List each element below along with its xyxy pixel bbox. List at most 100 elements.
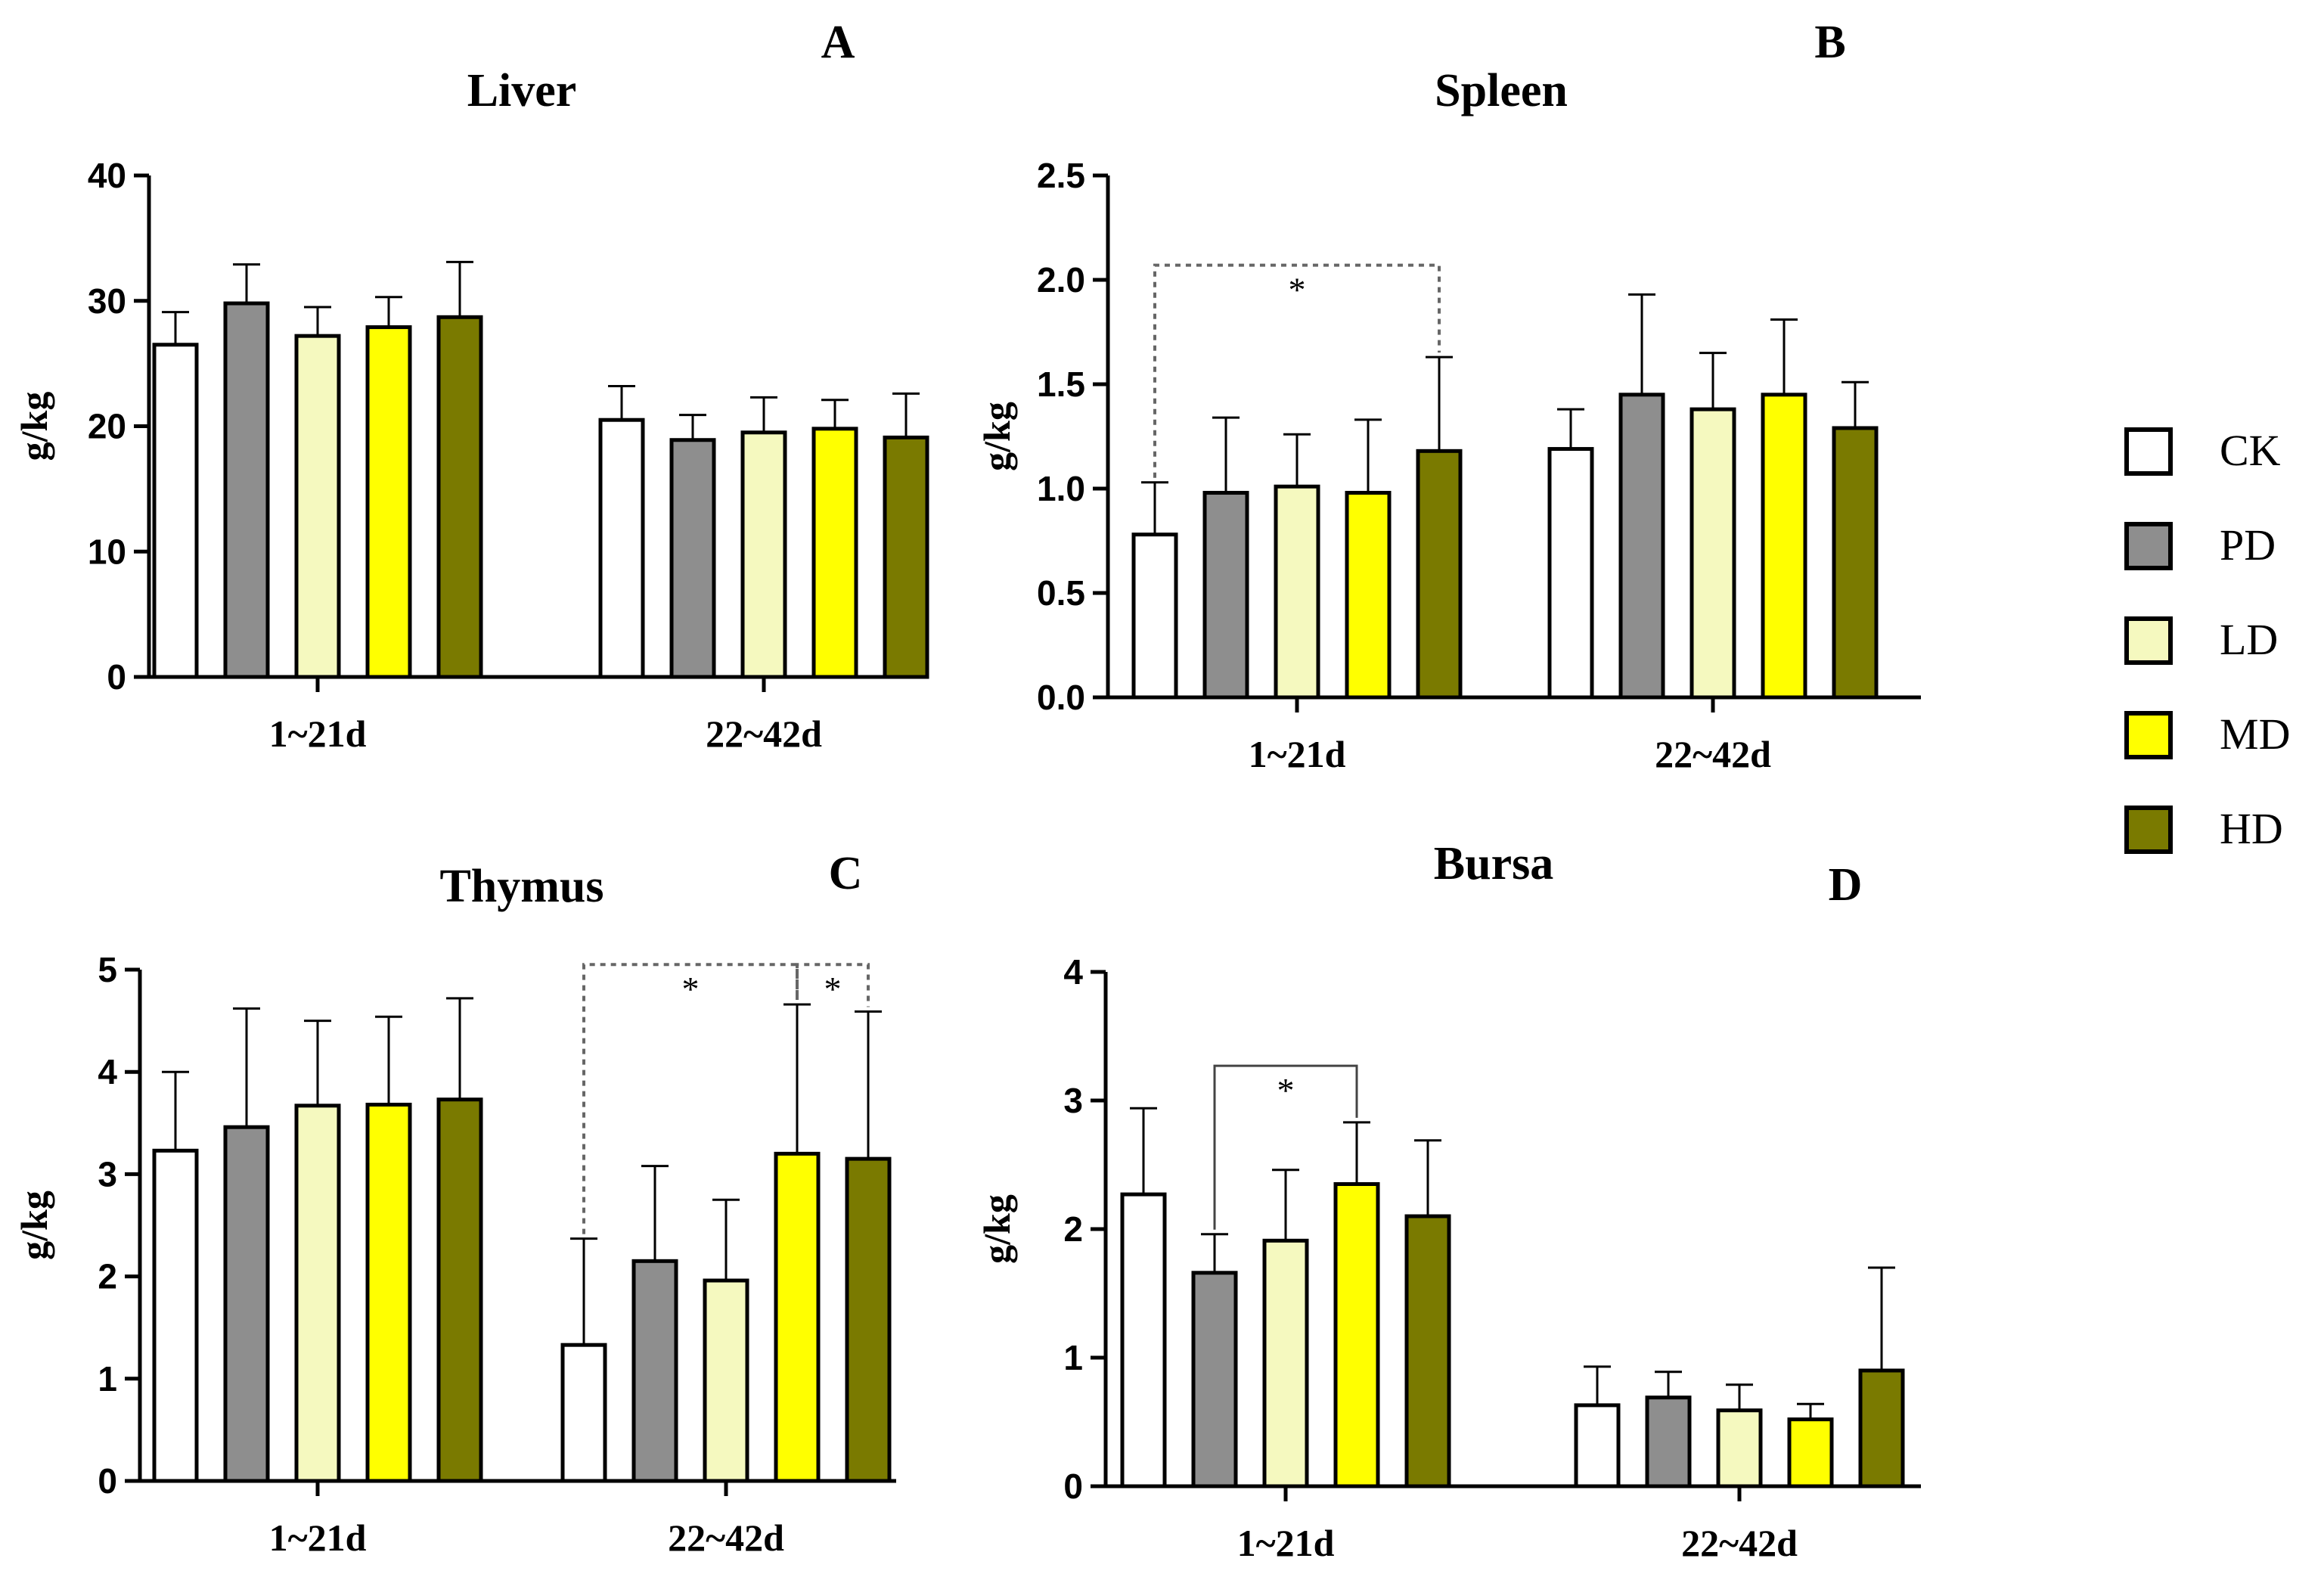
x-tick-label: 1~21d xyxy=(1237,1522,1335,1564)
bar-pd-period-22-42d xyxy=(631,1259,678,1483)
legend-label-pd: PD xyxy=(2220,520,2276,570)
x-tick-label: 1~21d xyxy=(269,1516,367,1559)
bar-md-period-1-21d xyxy=(1345,491,1392,700)
bar-ld-period-1-21d xyxy=(1262,1238,1309,1489)
legend-swatch-md xyxy=(2124,711,2173,759)
significance-star: * xyxy=(1277,1071,1295,1110)
y-tick-label: 5 xyxy=(98,950,117,989)
bar-ld-period-22-42d xyxy=(1689,407,1736,700)
legend-swatch-ck xyxy=(2124,427,2173,476)
panel-b: Spleen B 0.0 0.5 1.0 1.5 2.0 2.5 g/kg 1~21d 22~42d… xyxy=(976,17,1921,775)
bar-pd-period-22-42d xyxy=(1618,393,1665,700)
bar-md-period-1-21d xyxy=(365,1102,412,1483)
legend-label-md: MD xyxy=(2220,709,2290,759)
y-tick-label: 3 xyxy=(98,1154,117,1194)
y-tick-label: 1.5 xyxy=(1037,365,1085,404)
bar-ld-period-22-42d xyxy=(740,430,787,679)
bar-md-period-1-21d xyxy=(365,325,412,679)
bar-hd-period-1-21d xyxy=(1404,1214,1451,1489)
x-tick-label: 1~21d xyxy=(1249,733,1346,775)
legend-label-ck: CK xyxy=(2220,426,2281,475)
bar-pd-period-22-42d xyxy=(669,438,716,679)
significance-bracket xyxy=(1153,263,1441,478)
bar-pd-period-1-21d xyxy=(223,301,270,679)
panel-letter: D xyxy=(1829,859,1863,911)
y-tick-label: 1 xyxy=(1063,1338,1083,1377)
y-tick-label: 2.5 xyxy=(1037,156,1085,195)
y-axis-label: g/kg xyxy=(13,1191,55,1260)
bar-ld-period-22-42d xyxy=(703,1278,749,1483)
y-tick-label: 3 xyxy=(1063,1081,1083,1120)
y-tick-label: 0 xyxy=(107,657,126,697)
bar-ck-period-22-42d xyxy=(560,1343,607,1483)
y-tick-label: 4 xyxy=(1063,952,1083,992)
y-tick-label: 0.5 xyxy=(1037,573,1085,613)
bar-md-period-22-42d xyxy=(774,1151,821,1483)
panel-title: Spleen xyxy=(1435,65,1568,116)
bar-md-period-22-42d xyxy=(1761,393,1807,700)
y-tick-label: 2 xyxy=(98,1257,117,1296)
legend-label-ld: LD xyxy=(2220,615,2278,664)
bar-md-period-22-42d xyxy=(811,427,858,679)
y-tick-label: 40 xyxy=(88,156,126,195)
bar-ld-period-1-21d xyxy=(294,1104,341,1483)
significance-bracket xyxy=(796,963,870,1007)
legend-label-hd: HD xyxy=(2220,804,2283,853)
y-axis-label: g/kg xyxy=(13,392,55,461)
significance-bracket xyxy=(1213,1064,1358,1230)
y-tick-label: 0 xyxy=(98,1461,117,1501)
bar-md-period-1-21d xyxy=(1333,1182,1380,1489)
panel-title: Bursa xyxy=(1434,838,1553,889)
legend-swatch-ld xyxy=(2124,616,2173,665)
bar-hd-period-22-42d xyxy=(845,1156,892,1483)
bar-pd-period-1-21d xyxy=(223,1125,270,1483)
bar-ck-period-22-42d xyxy=(1574,1403,1621,1489)
y-axis-label: g/kg xyxy=(976,1194,1018,1264)
legend-swatch-pd xyxy=(2124,522,2173,570)
bar-pd-period-1-21d xyxy=(1202,491,1249,700)
x-tick-label: 22~42d xyxy=(668,1516,784,1559)
bar-ld-period-22-42d xyxy=(1716,1408,1763,1489)
bar-md-period-22-42d xyxy=(1787,1417,1834,1489)
bar-hd-period-1-21d xyxy=(436,1097,483,1483)
panel-letter: B xyxy=(1814,17,1845,68)
y-tick-label: 4 xyxy=(98,1052,117,1091)
y-tick-label: 2.0 xyxy=(1037,260,1085,300)
x-tick-label: 22~42d xyxy=(1655,733,1771,775)
bar-pd-period-22-42d xyxy=(1645,1395,1692,1489)
bar-hd-period-22-42d xyxy=(1832,426,1879,700)
legend-swatch-hd xyxy=(2124,806,2173,854)
panel-d: Bursa D 0 1 2 3 4 g/kg 1~21d 22~42d * xyxy=(976,838,1921,1564)
bar-pd-period-1-21d xyxy=(1191,1271,1238,1489)
y-axis-label: g/kg xyxy=(976,402,1018,471)
panel-title: Thymus xyxy=(439,861,603,912)
bar-hd-period-22-42d xyxy=(1858,1368,1905,1489)
bar-ck-period-1-21d xyxy=(152,343,199,679)
bar-hd-period-1-21d xyxy=(436,315,483,679)
y-tick-label: 30 xyxy=(88,281,126,321)
y-tick-label: 20 xyxy=(88,407,126,446)
panel-c: Thymus C 0 1 2 3 4 5 g/kg 1~21d 22~42d * * xyxy=(13,848,896,1559)
y-tick-label: 0.0 xyxy=(1037,678,1085,717)
bar-ld-period-1-21d xyxy=(1274,484,1320,700)
x-tick-label: 22~42d xyxy=(1681,1522,1798,1564)
bar-ck-period-22-42d xyxy=(1547,447,1594,700)
bar-hd-period-22-42d xyxy=(883,435,929,679)
bar-ck-period-1-21d xyxy=(152,1148,199,1483)
bar-ck-period-1-21d xyxy=(1120,1192,1167,1489)
panel-letter: A xyxy=(821,17,855,68)
bar-ld-period-1-21d xyxy=(294,334,341,679)
panel-a: Liver A 0 10 20 30 40 g/kg 1~21d 22~42d xyxy=(13,17,929,755)
significance-star: * xyxy=(1289,271,1306,309)
y-tick-label: 1 xyxy=(98,1359,117,1399)
significance-bracket xyxy=(582,963,799,1234)
legend: CK PD LD MD HD xyxy=(2124,426,2290,854)
bar-hd-period-1-21d xyxy=(1416,449,1463,700)
x-tick-label: 22~42d xyxy=(706,712,822,755)
y-tick-label: 1.0 xyxy=(1037,469,1085,508)
y-tick-label: 2 xyxy=(1063,1209,1083,1249)
y-tick-label: 0 xyxy=(1063,1467,1083,1506)
y-tick-label: 10 xyxy=(88,532,126,571)
panel-title: Liver xyxy=(467,65,577,116)
